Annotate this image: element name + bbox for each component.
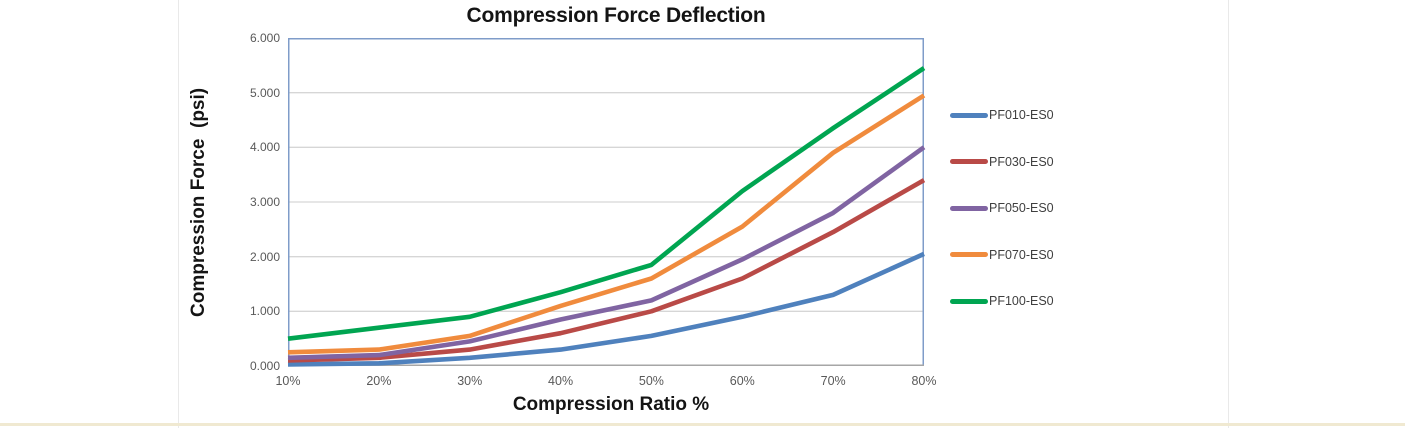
y-tick-label: 3.000 <box>249 195 280 209</box>
legend-item: PF030-ES0 <box>950 150 1054 174</box>
x-tick-label: 60% <box>729 374 755 388</box>
legend-label: PF030-ES0 <box>989 154 1054 169</box>
legend-label: PF010-ES0 <box>989 108 1054 122</box>
x-tick-label: 30% <box>457 374 483 388</box>
y-axis-title: Compression Force (psi) <box>188 87 209 317</box>
x-tick-label: 70% <box>820 374 846 388</box>
y-tick-label: 6.000 <box>249 31 280 45</box>
y-tick-label: 1.000 <box>249 304 280 319</box>
chart-legend: PF010-ES0 PF030-ES0 PF050-ES0 PF070-ES0 PF10… <box>950 103 1054 336</box>
series-line-pf010-es0 <box>287 251 925 367</box>
x-tick-label: 50% <box>638 374 664 388</box>
plot-svg <box>287 38 926 367</box>
bottom-accent-bar <box>0 423 1405 426</box>
chart-title: Compression Force Deflection <box>466 4 766 27</box>
series-line-pf100-es0 <box>287 66 926 341</box>
legend-item: PF010-ES0 <box>950 103 1054 127</box>
legend-swatch-icon <box>950 298 988 304</box>
series-line-pf070-es0 <box>287 93 926 355</box>
legend-swatch-icon <box>950 112 988 118</box>
legend-swatch-icon <box>950 159 988 164</box>
series-line-pf030-es0 <box>287 178 926 363</box>
y-tick-label: 0.000 <box>249 359 280 373</box>
legend-label: PF070-ES0 <box>989 247 1054 262</box>
x-tick-label: 40% <box>548 374 574 388</box>
series-line-pf050-es0 <box>287 145 926 361</box>
x-tick-label: 80% <box>911 374 937 388</box>
y-tick-label: 5.000 <box>249 85 280 100</box>
legend-label: PF100-ES0 <box>989 294 1054 308</box>
x-axis-title: Compression Ratio % <box>512 394 710 415</box>
y-tick-label: 4.000 <box>249 140 280 155</box>
y-axis-ticks: 0.000 1.000 2.000 3.000 4.000 5.000 6.000 <box>214 31 280 373</box>
legend-item: PF070-ES0 <box>950 243 1054 267</box>
x-tick-label: 20% <box>366 374 392 388</box>
legend-label: PF050-ES0 <box>989 201 1054 215</box>
legend-swatch-icon <box>950 252 988 257</box>
y-tick-label: 2.000 <box>249 249 280 264</box>
x-axis-ticks: 10% 20% 30% 40% 50% 60% 70% 80% <box>275 374 936 390</box>
legend-swatch-icon <box>950 205 988 211</box>
legend-item: PF050-ES0 <box>950 196 1054 220</box>
legend-item: PF100-ES0 <box>950 289 1054 313</box>
x-tick-label: 10% <box>275 374 301 388</box>
